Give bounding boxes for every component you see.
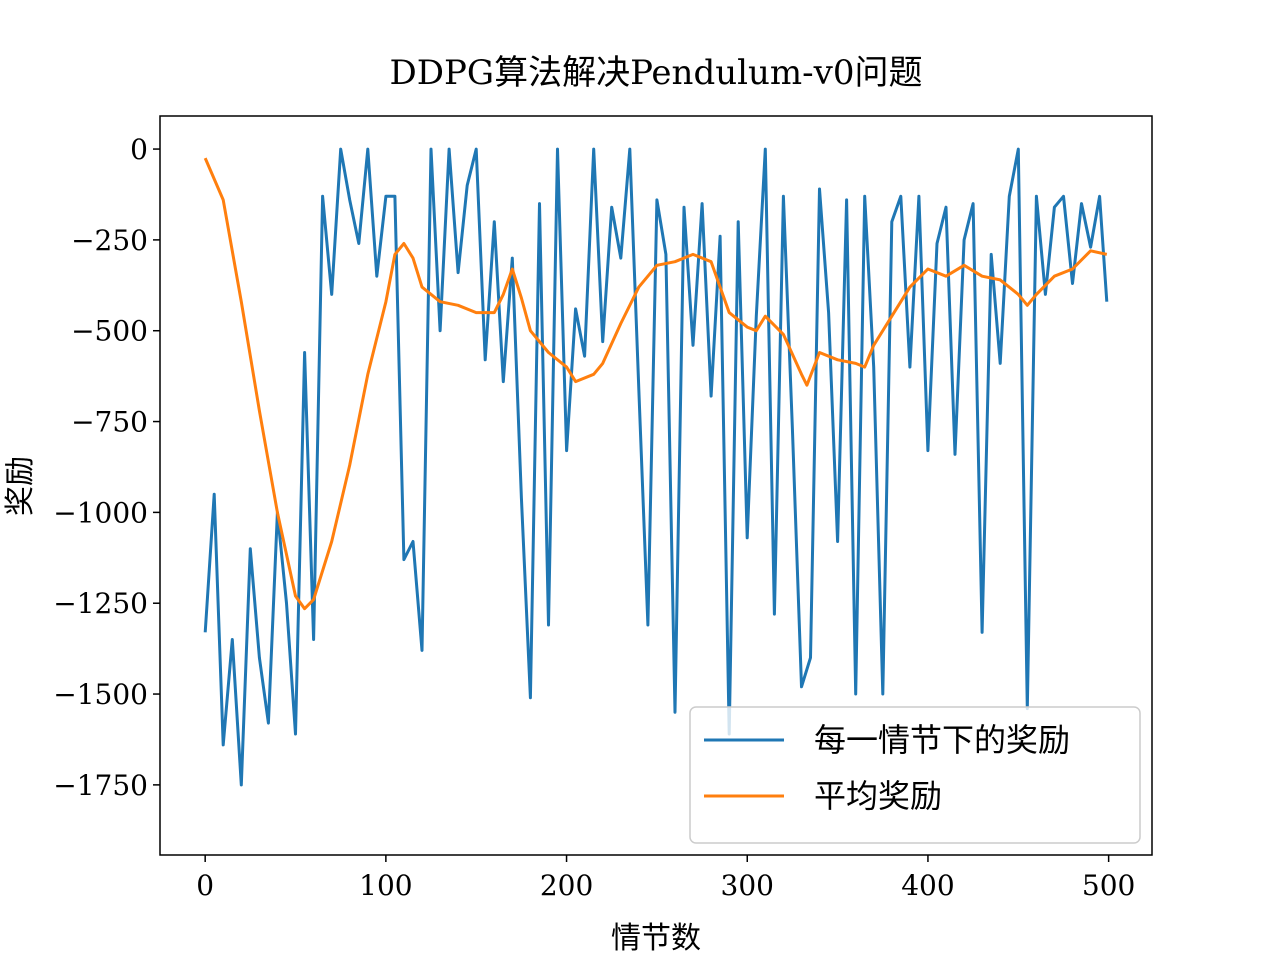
x-tick-label: 200 (540, 869, 593, 902)
y-tick-label: 0 (130, 133, 148, 166)
x-tick-label: 500 (1082, 869, 1135, 902)
chart-title: DDPG算法解决Pendulum-v0问题 (390, 53, 923, 93)
y-axis-label: 奖励 (3, 456, 38, 516)
y-tick-label: −1000 (53, 496, 148, 529)
x-tick-label: 300 (721, 869, 774, 902)
y-tick-label: −750 (71, 406, 148, 439)
y-tick-label: −250 (71, 224, 148, 257)
y-tick-label: −1250 (53, 587, 148, 620)
x-tick-label: 100 (359, 869, 412, 902)
x-tick-label: 0 (196, 869, 214, 902)
plot-frame (159, 115, 1153, 856)
data-line (203, 157, 1108, 611)
y-tick-label: −1500 (53, 678, 148, 711)
x-axis-label: 情节数 (611, 921, 701, 956)
data-line (203, 147, 1109, 787)
y-tick-label: −500 (71, 315, 148, 348)
y-tick-label: −1750 (53, 769, 148, 802)
legend-label: 平均奖励 (814, 777, 942, 815)
legend-label: 每一情节下的奖励 (814, 721, 1070, 759)
x-tick-label: 400 (901, 869, 954, 902)
legend-box (689, 706, 1141, 844)
